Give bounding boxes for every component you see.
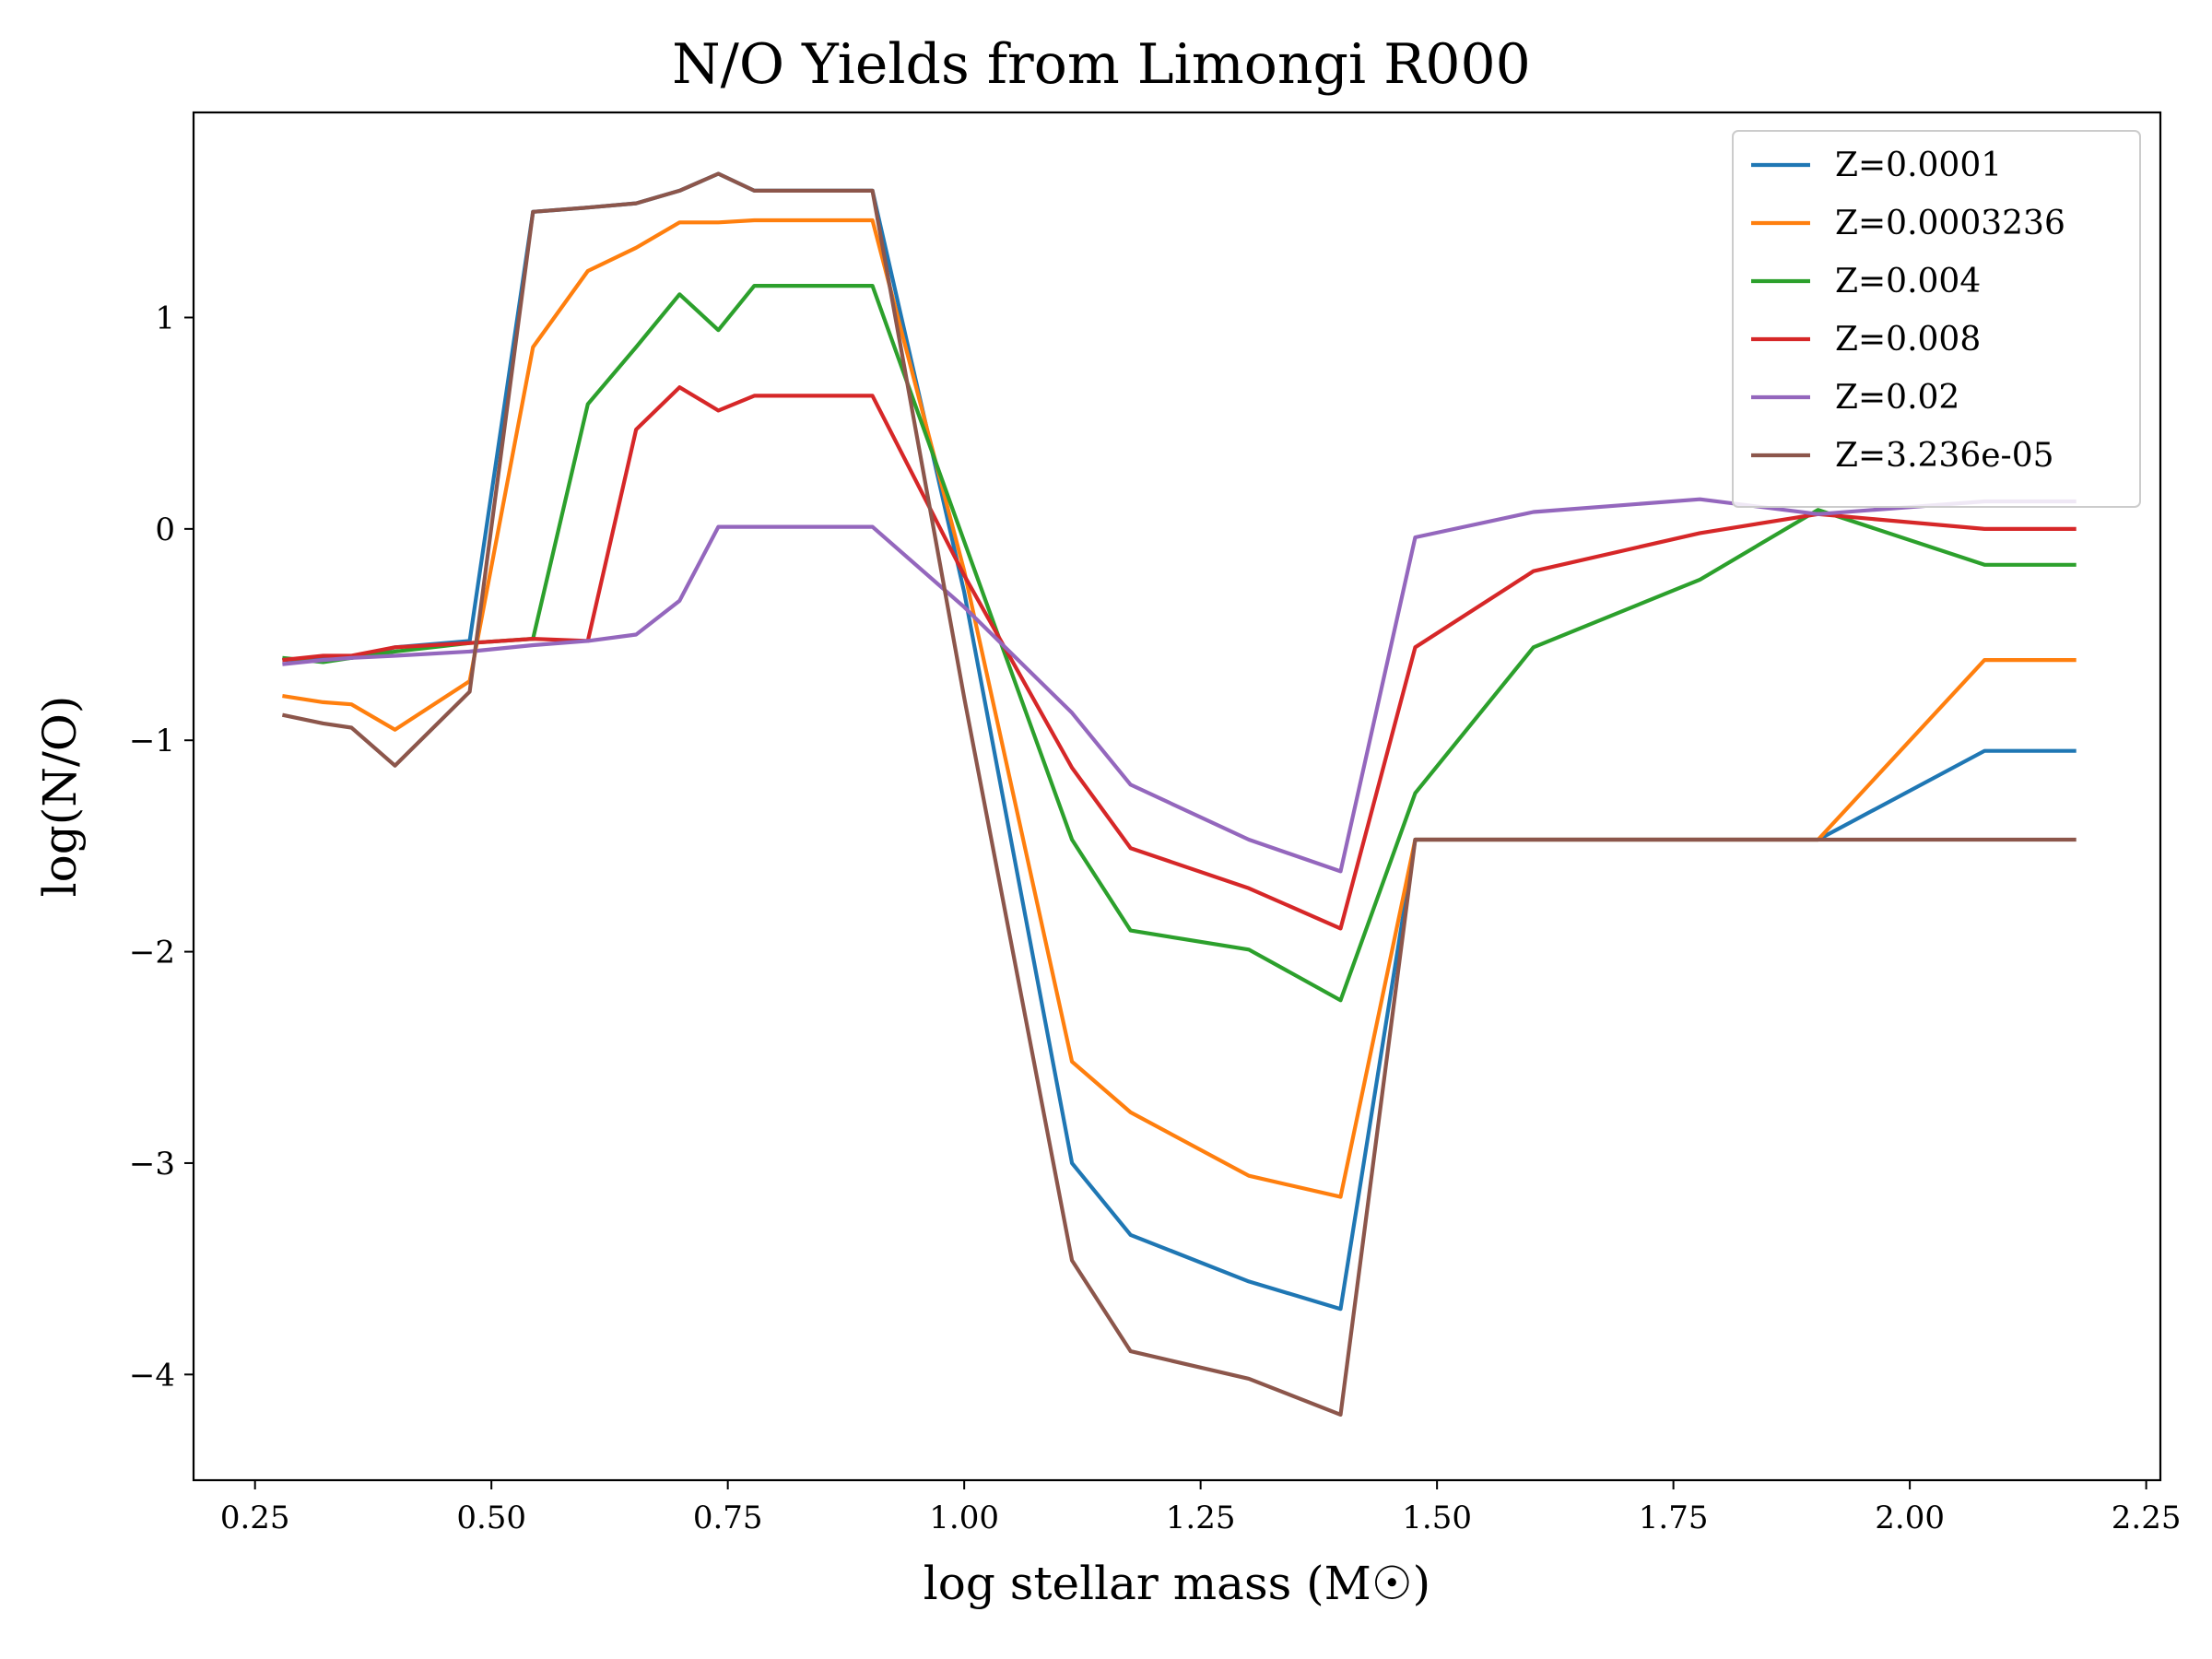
legend-label: Z=3.236e-05	[1835, 437, 2054, 475]
series-layer	[281, 171, 2077, 1418]
x-tick-label: 2.00	[1875, 1500, 1945, 1536]
legend-label: Z=0.02	[1835, 379, 1959, 417]
x-tick-label: 1.50	[1402, 1500, 1472, 1536]
y-tick-label: −3	[129, 1146, 175, 1182]
y-axis-ticks: 1 0 −1 −2 −3 −4	[129, 300, 194, 1394]
legend-frame	[1732, 130, 2141, 508]
series-line-6	[281, 171, 2077, 1418]
x-tick-label: 0.25	[220, 1500, 290, 1536]
series-line-4	[282, 385, 2077, 931]
x-tick-label: 0.50	[456, 1500, 526, 1536]
legend-label: Z=0.0001	[1835, 147, 2002, 184]
y-tick-label: 0	[155, 512, 175, 548]
x-tick-label: 2.25	[2112, 1500, 2182, 1536]
x-tick-label: 1.00	[929, 1500, 999, 1536]
legend-label: Z=0.0003236	[1835, 205, 2065, 242]
chart-legend: Z=0.0001 Z=0.0003236 Z=0.004 Z=0.008 Z=0.02 Z…	[1732, 130, 2141, 508]
x-tick-label: 1.25	[1166, 1500, 1236, 1536]
x-tick-label: 1.75	[1639, 1500, 1709, 1536]
y-tick-label: −4	[129, 1357, 175, 1394]
legend-label: Z=0.008	[1835, 321, 1981, 359]
series-line-5	[282, 497, 2077, 874]
y-axis-label: log(N/O)	[33, 696, 87, 898]
y-tick-label: 1	[155, 300, 175, 336]
x-axis-ticks: 0.25 0.50 0.75 1.00 1.25 1.50 1.75 2.00 2.25	[220, 1480, 2182, 1536]
y-tick-label: −2	[129, 935, 175, 971]
legend-label: Z=0.004	[1835, 263, 1981, 300]
x-tick-label: 0.75	[693, 1500, 763, 1536]
y-tick-label: −1	[129, 723, 175, 759]
plot-area-frame	[192, 111, 2162, 1482]
x-axis-label: log stellar mass (M☉)	[924, 1557, 1430, 1610]
chart-title: N/O Yields from Limongi R000	[672, 32, 1531, 97]
